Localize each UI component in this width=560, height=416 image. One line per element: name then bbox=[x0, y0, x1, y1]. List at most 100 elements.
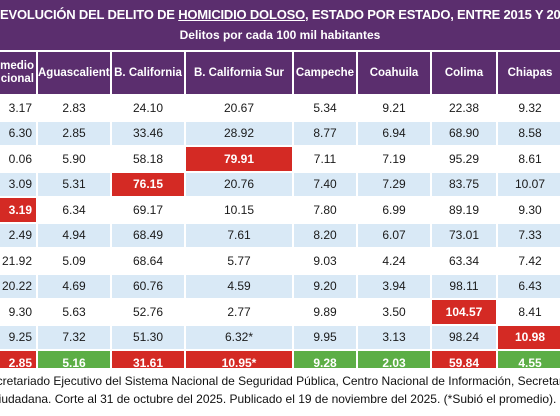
table-cell: 0.06 bbox=[0, 147, 36, 171]
table-cell: 95.29 bbox=[432, 147, 496, 171]
table-cell: 7.80 bbox=[294, 198, 356, 222]
table-cell: 79.91 bbox=[186, 147, 292, 171]
table-cell: 9.30 bbox=[498, 198, 560, 222]
table-row: 6.30 2.85 33.46 28.92 8.77 6.94 68.90 8.58 bbox=[0, 121, 560, 145]
col-header-baja-california: B. California bbox=[112, 52, 184, 94]
table-cell: 24.10 bbox=[112, 96, 184, 120]
table-cell: 2.85 bbox=[38, 121, 110, 145]
table-cell: 33.46 bbox=[112, 121, 184, 145]
title-bar: EVOLUCIÓN DEL DELITO DE HOMICIDIO DOLOSO… bbox=[0, 0, 560, 50]
table-cell: 68.90 bbox=[432, 121, 496, 145]
table-cell: 7.42 bbox=[498, 249, 560, 273]
table-cell: 7.32 bbox=[38, 325, 110, 349]
table-row: 2.49 4.94 68.49 7.61 8.20 6.07 73.01 7.33 bbox=[0, 223, 560, 247]
table-cell: 69.17 bbox=[112, 198, 184, 222]
table-cell: 4.59 bbox=[186, 274, 292, 298]
table-cell: 5.09 bbox=[38, 249, 110, 273]
total-cell: 5.16 bbox=[38, 351, 110, 368]
table-cell: 98.24 bbox=[432, 325, 496, 349]
page-title: EVOLUCIÓN DEL DELITO DE HOMICIDIO DOLOSO… bbox=[0, 7, 560, 22]
table-cell: 4.69 bbox=[38, 274, 110, 298]
total-row: 2.85 5.16 31.61 10.95* 9.28 2.03 59.84 4.55 bbox=[0, 351, 560, 368]
table-cell: 10.15 bbox=[186, 198, 292, 222]
col-header-promedio-nacional: medio cional bbox=[0, 52, 36, 94]
col-header-coahuila: Coahuila bbox=[358, 52, 430, 94]
table-cell: 6.43 bbox=[498, 274, 560, 298]
table-cell: 6.07 bbox=[358, 223, 430, 247]
table-cell: 28.92 bbox=[186, 121, 292, 145]
table-cell: 2.77 bbox=[186, 300, 292, 324]
table-cell: 9.20 bbox=[294, 274, 356, 298]
table-cell: 98.11 bbox=[432, 274, 496, 298]
table-cell: 9.30 bbox=[0, 300, 36, 324]
table-cell: 9.25 bbox=[0, 325, 36, 349]
table-cell: 3.50 bbox=[358, 300, 430, 324]
total-cell: 2.03 bbox=[358, 351, 430, 368]
col-header-campeche: Campeche bbox=[294, 52, 356, 94]
table-cell: 20.22 bbox=[0, 274, 36, 298]
table-cell: 104.57 bbox=[432, 300, 496, 324]
table-cell: 8.58 bbox=[498, 121, 560, 145]
col-header-baja-california-sur: B. California Sur bbox=[186, 52, 292, 94]
table-cell: 58.18 bbox=[112, 147, 184, 171]
col-header-aguascalientes: Aguascalientes bbox=[38, 52, 110, 94]
col-header-chiapas: Chiapas bbox=[498, 52, 560, 94]
table-cell: 5.90 bbox=[38, 147, 110, 171]
table-cell: 3.19 bbox=[0, 198, 36, 222]
table-cell: 3.09 bbox=[0, 172, 36, 196]
table-cell: 8.20 bbox=[294, 223, 356, 247]
table-cell: 5.63 bbox=[38, 300, 110, 324]
table-cell: 21.92 bbox=[0, 249, 36, 273]
table-row: 20.22 4.69 60.76 4.59 9.20 3.94 98.11 6.43 bbox=[0, 274, 560, 298]
table-cell: 7.29 bbox=[358, 172, 430, 196]
table-cell: 60.76 bbox=[112, 274, 184, 298]
table-cell: 6.32* bbox=[186, 325, 292, 349]
table-cell: 5.77 bbox=[186, 249, 292, 273]
table-row: 3.09 5.31 76.15 20.76 7.40 7.29 83.75 10.07 bbox=[0, 172, 560, 196]
table-row: 3.17 2.83 24.10 20.67 5.34 9.21 22.38 9.32 bbox=[0, 96, 560, 120]
table-cell: 51.30 bbox=[112, 325, 184, 349]
table-cell: 5.31 bbox=[38, 172, 110, 196]
table-cell: 68.49 bbox=[112, 223, 184, 247]
table-row: 0.06 5.90 58.18 79.91 7.11 7.19 95.29 8.61 bbox=[0, 147, 560, 171]
table-cell: 3.17 bbox=[0, 96, 36, 120]
table-cell: 10.07 bbox=[498, 172, 560, 196]
total-cell: 31.61 bbox=[112, 351, 184, 368]
source-line-1: ecretariado Ejecutivo del Sistema Nacion… bbox=[0, 374, 560, 388]
page-subtitle: Delitos por cada 100 mil habitantes bbox=[179, 28, 381, 42]
table-cell: 2.49 bbox=[0, 223, 36, 247]
table-cell: 76.15 bbox=[112, 172, 184, 196]
table-cell: 5.34 bbox=[294, 96, 356, 120]
table-cell: 4.94 bbox=[38, 223, 110, 247]
table-cell: 8.77 bbox=[294, 121, 356, 145]
total-cell: 9.28 bbox=[294, 351, 356, 368]
table-cell: 9.95 bbox=[294, 325, 356, 349]
table-cell: 7.19 bbox=[358, 147, 430, 171]
table-cell: 68.64 bbox=[112, 249, 184, 273]
table-cell: 20.67 bbox=[186, 96, 292, 120]
total-cell: 10.95* bbox=[186, 351, 292, 368]
table-cell: 89.19 bbox=[432, 198, 496, 222]
table-cell: 2.83 bbox=[38, 96, 110, 120]
total-cell: 59.84 bbox=[432, 351, 496, 368]
table-cell: 9.21 bbox=[358, 96, 430, 120]
table-cell: 6.94 bbox=[358, 121, 430, 145]
col-header-colima: Colima bbox=[432, 52, 496, 94]
source-line-2: Ciudadana. Corte al 31 de octubre del 20… bbox=[0, 392, 557, 406]
table-cell: 7.61 bbox=[186, 223, 292, 247]
table-cell: 6.99 bbox=[358, 198, 430, 222]
table-cell: 3.94 bbox=[358, 274, 430, 298]
table-row: 9.25 7.32 51.30 6.32* 9.95 3.13 98.24 10.98 bbox=[0, 325, 560, 349]
table-cell: 9.03 bbox=[294, 249, 356, 273]
table-cell: 3.13 bbox=[358, 325, 430, 349]
table-cell: 8.41 bbox=[498, 300, 560, 324]
table-cell: 9.32 bbox=[498, 96, 560, 120]
table-cell: 7.33 bbox=[498, 223, 560, 247]
table-cell: 6.34 bbox=[38, 198, 110, 222]
source-note: ecretariado Ejecutivo del Sistema Nacion… bbox=[0, 372, 560, 408]
title-underlined: HOMICIDIO DOLOSO bbox=[178, 7, 305, 22]
table-cell: 7.40 bbox=[294, 172, 356, 196]
